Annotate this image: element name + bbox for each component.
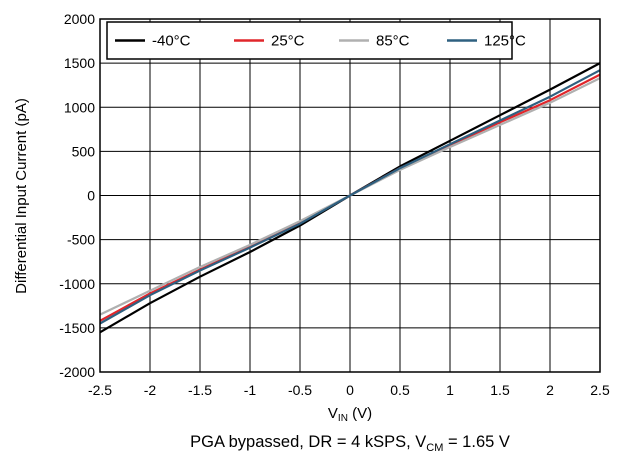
- y-tick-label: 1000: [64, 99, 95, 115]
- y-tick-label: 500: [72, 143, 96, 159]
- y-tick-label: 1500: [64, 55, 95, 71]
- x-tick-label: 0: [346, 382, 354, 398]
- legend-label: 85°C: [376, 33, 410, 50]
- y-tick-label: 0: [87, 188, 95, 204]
- x-tick-label: 1: [446, 382, 454, 398]
- y-tick-label: -2000: [59, 364, 95, 380]
- y-axis-label: Differential Input Current (pA): [13, 98, 30, 294]
- x-tick-label: -1: [244, 382, 257, 398]
- x-tick-label: -2.5: [88, 382, 112, 398]
- plot-frame: [99, 18, 601, 373]
- y-tick-labels: -2000 -1500 -1000 -500 0 500 1000 1500 2000: [59, 11, 95, 380]
- series-lines: [99, 62, 601, 334]
- x-axis-label: VIN (V): [328, 405, 372, 424]
- y-tick-label: -1000: [59, 276, 95, 292]
- legend: -40°C 25°C 85°C 125°C: [106, 21, 526, 60]
- x-tick-label: 0.5: [390, 382, 410, 398]
- y-tick-label: -500: [67, 232, 95, 248]
- x-tick-label: 2.5: [590, 382, 610, 398]
- x-tick-labels: -2.5 -2 -1.5 -1 -0.5 0 0.5 1 1.5 2 2.5: [88, 382, 610, 398]
- x-tick-label: 1.5: [490, 382, 510, 398]
- y-tick-label: 2000: [64, 11, 95, 27]
- x-tick-label: 2: [546, 382, 554, 398]
- x-tick-label: -1.5: [188, 382, 212, 398]
- legend-box: [106, 21, 513, 60]
- legend-label: 25°C: [271, 33, 305, 50]
- series-line: [99, 69, 601, 325]
- legend-label: 125°C: [484, 33, 526, 50]
- x-tick-label: -0.5: [288, 382, 312, 398]
- y-tick-label: -1500: [59, 320, 95, 336]
- x-tick-label: -2: [144, 382, 157, 398]
- chart-caption: PGA bypassed, DR = 4 kSPS, VCM = 1.65 V: [190, 433, 510, 454]
- legend-label: -40°C: [152, 33, 191, 50]
